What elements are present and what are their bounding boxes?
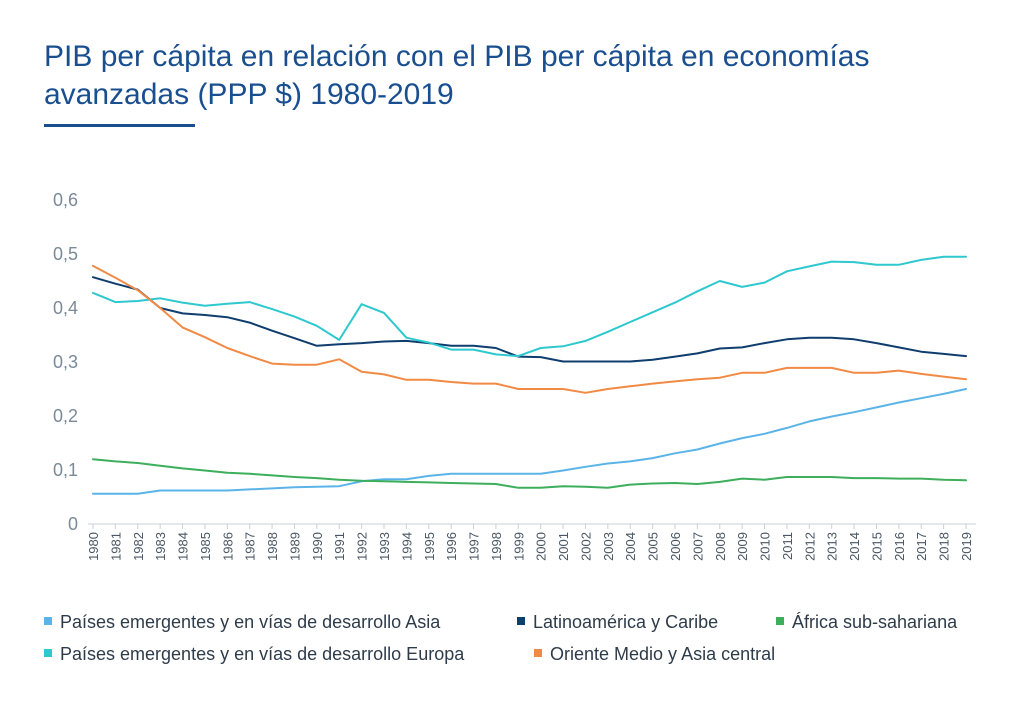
x-tick-label: 2006: [668, 532, 683, 561]
x-tick-label: 2001: [556, 532, 571, 561]
x-tick-label: 2012: [802, 532, 817, 561]
legend-label-oriente: Oriente Medio y Asia central: [550, 644, 776, 664]
series-line-2: [92, 458, 967, 489]
series-line-4: [92, 264, 967, 394]
y-tick-label: 0,3: [53, 352, 78, 372]
x-tick-label: 1996: [444, 532, 459, 561]
x-tick-label: 1986: [220, 532, 235, 561]
x-tick-label: 1992: [355, 532, 370, 561]
y-tick-label: 0,6: [53, 190, 78, 210]
x-tick-label: 1997: [467, 532, 482, 561]
x-tick-label: 2004: [623, 532, 638, 561]
x-tick-label: 1991: [332, 532, 347, 561]
x-tick-label: 1998: [489, 532, 504, 561]
series-line-3: [92, 255, 967, 358]
x-tick-label: 2008: [713, 532, 728, 561]
legend-marker-oriente: [534, 649, 542, 658]
legend-label-europa: Países emergentes y en vías de desarroll…: [60, 644, 465, 664]
x-tick-label: 1989: [287, 532, 302, 561]
legend-item-africa: África sub-sahariana: [776, 612, 957, 633]
legend-marker-europa: [44, 649, 52, 658]
x-tick-label: 2018: [937, 532, 952, 561]
x-tick-label: 2003: [601, 532, 616, 561]
legend-marker-asia: [44, 617, 52, 626]
legend-item-latam: Latinoamérica y Caribe: [517, 612, 718, 633]
series-line-1: [92, 276, 967, 363]
x-tick-label: 2009: [735, 532, 750, 561]
x-tick-label: 2005: [646, 532, 661, 561]
y-tick-label: 0: [68, 514, 78, 534]
x-tick-label: 2010: [758, 532, 773, 561]
y-tick-label: 0,4: [53, 298, 78, 318]
y-tick-label: 0,1: [53, 460, 78, 480]
x-tick-label: 2011: [780, 532, 795, 560]
legend-label-africa: África sub-sahariana: [792, 612, 958, 632]
x-tick-label: 2002: [578, 532, 593, 561]
x-tick-label: 2014: [847, 532, 862, 561]
x-tick-label: 1993: [377, 532, 392, 561]
legend-item-europa: Países emergentes y en vías de desarroll…: [44, 644, 464, 665]
legend-marker-africa: [776, 617, 784, 626]
legend-item-asia: Países emergentes y en vías de desarroll…: [44, 612, 440, 633]
x-tick-label: 1983: [153, 532, 168, 561]
line-chart: 0 0,1 0,2 0,3 0,4 0,5 0,6 1980 1981 1982 1983 1984 1…: [53, 190, 976, 561]
title-underline: [44, 124, 195, 127]
x-tick-label: 1984: [176, 532, 191, 561]
legend-label-asia: Países emergentes y en vías de desarroll…: [60, 612, 441, 632]
series-line-0: [92, 388, 967, 495]
x-tick-label: 1985: [198, 532, 213, 561]
x-tick-label: 1999: [511, 532, 526, 561]
x-tick-label: 1982: [131, 532, 146, 561]
x-tick-label: 2000: [534, 532, 549, 561]
x-tick-label: 2019: [959, 532, 974, 561]
legend-marker-latam: [517, 617, 525, 626]
x-tick-label: 2013: [825, 532, 840, 561]
y-tick-label: 0,2: [53, 406, 78, 426]
x-tick-label: 1980: [86, 532, 101, 561]
chart-title: PIB per cápita en relación con el PIB pe…: [44, 38, 944, 114]
chart-title-line2: avanzadas (PPP $) 1980-2019: [44, 78, 454, 111]
legend-item-oriente: Oriente Medio y Asia central: [534, 644, 775, 665]
x-tick-label: 1995: [422, 532, 437, 561]
y-tick-label: 0,5: [53, 244, 78, 264]
x-tick-label: 1990: [310, 532, 325, 561]
x-tick-label: 1987: [243, 532, 258, 561]
x-tick-label: 2016: [892, 532, 907, 561]
x-tick-label: 2015: [869, 532, 884, 561]
x-tick-label: 1988: [265, 532, 280, 561]
x-tick-label: 1994: [399, 532, 414, 561]
chart-title-line1: PIB per cápita en relación con el PIB pe…: [44, 40, 870, 73]
x-tick-label: 2017: [914, 532, 929, 561]
x-tick-label: 2007: [690, 532, 705, 561]
legend-label-latam: Latinoamérica y Caribe: [533, 612, 719, 632]
x-tick-label: 1981: [108, 532, 123, 561]
